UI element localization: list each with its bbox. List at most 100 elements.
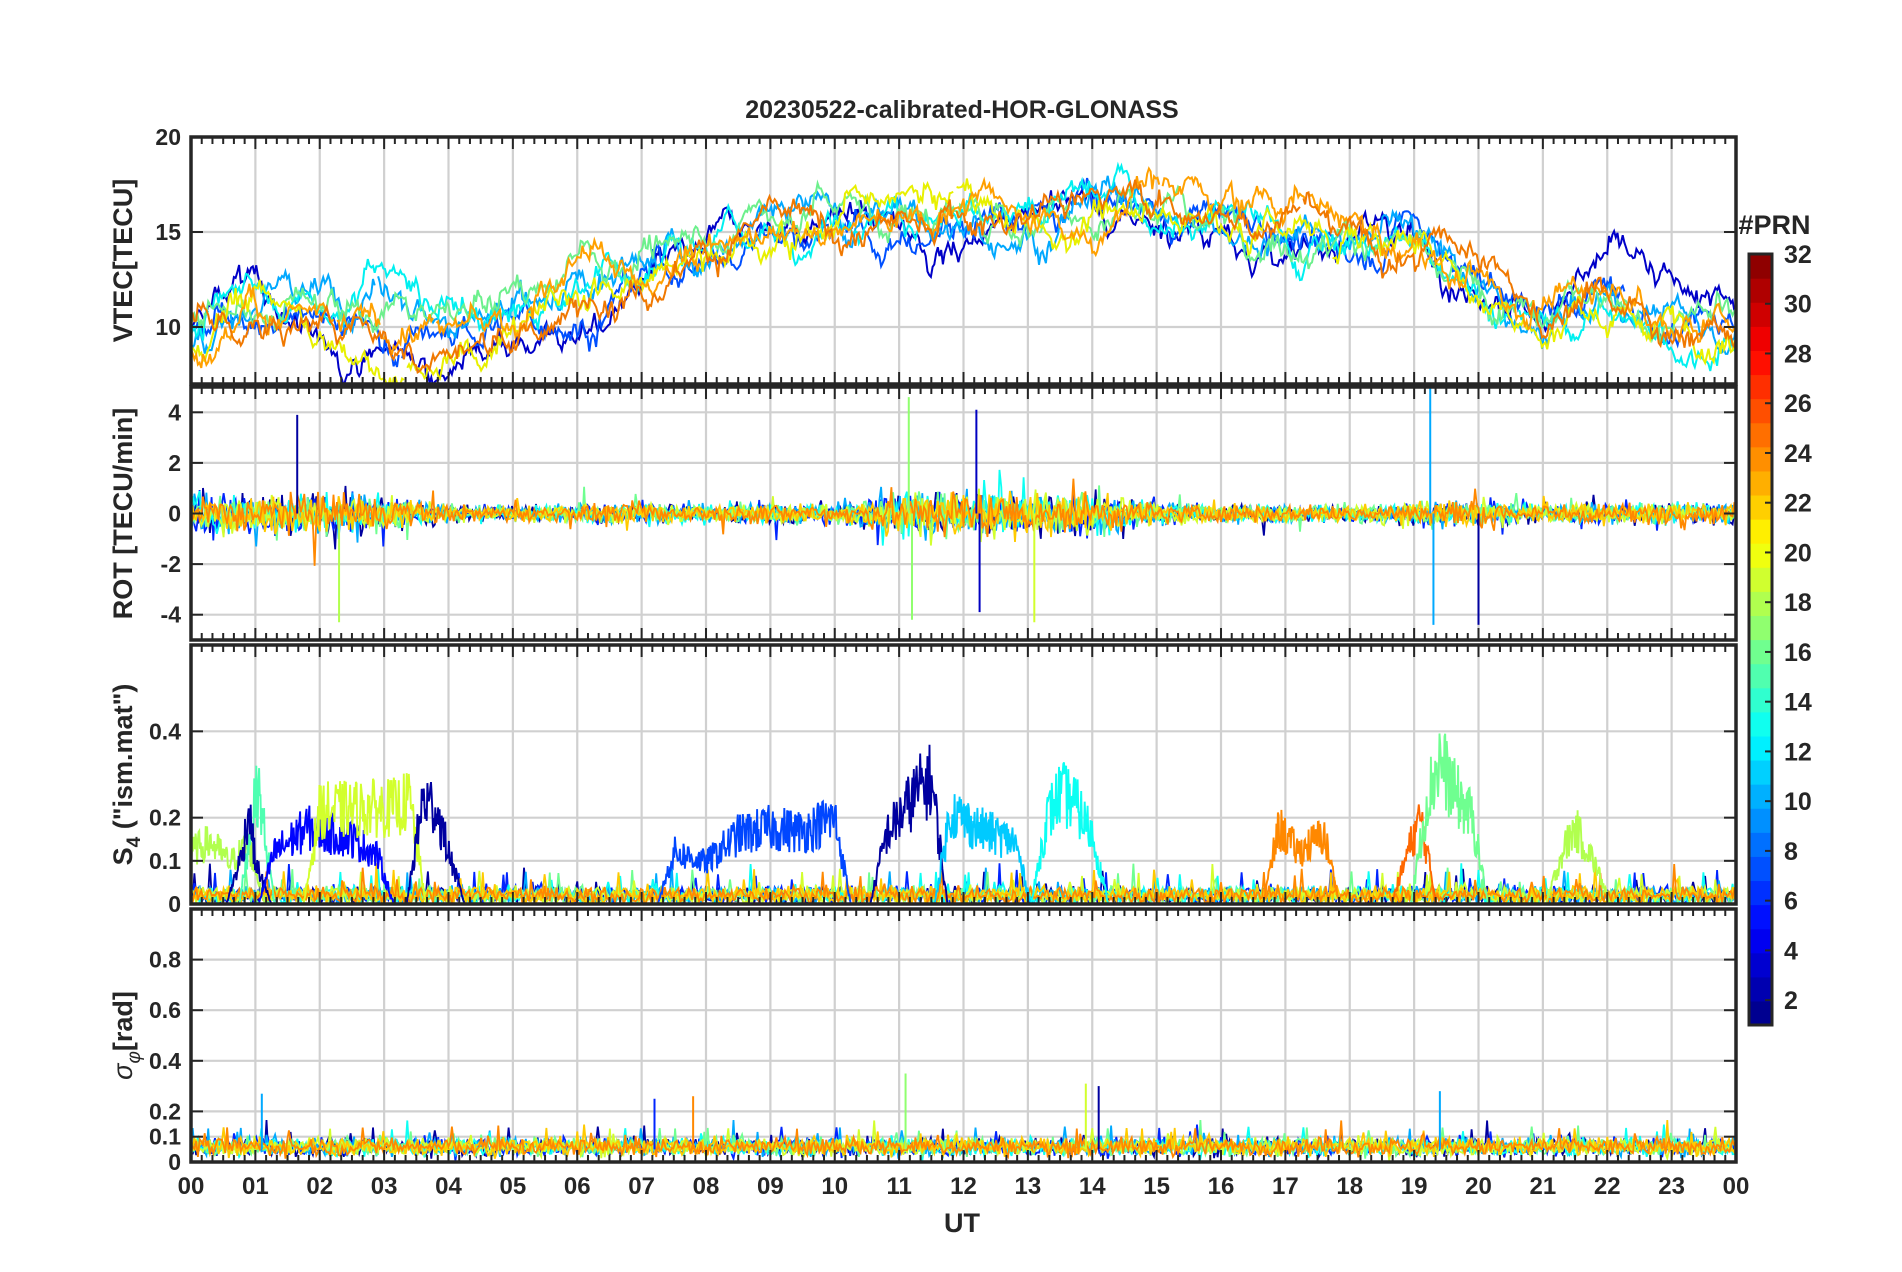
x-tick-label: 03 xyxy=(371,1173,398,1200)
x-tick-label: 18 xyxy=(1336,1173,1363,1200)
colorbar-swatch xyxy=(1749,759,1772,785)
sigma-series-prn-24 xyxy=(191,1120,1736,1160)
vtec-series-prn-22 xyxy=(801,166,1161,258)
x-tick-label: 02 xyxy=(306,1173,333,1200)
colorbar-swatch xyxy=(1749,567,1772,592)
colorbar-swatch xyxy=(1749,1000,1772,1026)
rot-data xyxy=(191,387,1736,625)
x-tick-label: 17 xyxy=(1272,1173,1299,1200)
s4-ylabel: S4 ("ism.mat") xyxy=(108,684,145,866)
y-tick-label: 0.2 xyxy=(149,1098,181,1124)
s4-peak-prn-16 xyxy=(1409,733,1490,904)
y-tick-label: 15 xyxy=(155,219,181,245)
vtec-series-prn-13 xyxy=(1000,161,1387,282)
s4-peak-prn-2 xyxy=(869,744,949,904)
x-tick-label: 07 xyxy=(628,1173,655,1200)
y-tick-label: 0.1 xyxy=(149,1124,181,1150)
x-tick-label: 09 xyxy=(757,1173,784,1200)
panel-s4: 0 0.1 0.2 0.4S4 ("ism.mat") xyxy=(108,643,1738,917)
colorbar-swatch xyxy=(1749,952,1772,978)
y-tick-label: -2 xyxy=(161,551,181,577)
s4-peak-prn-7 xyxy=(656,799,852,904)
x-tick-label: 12 xyxy=(950,1173,977,1200)
colorbar-tick-label: 12 xyxy=(1784,738,1812,766)
x-tick-label: 11 xyxy=(886,1173,911,1200)
colorbar-swatch xyxy=(1749,494,1772,520)
colorbar-swatch xyxy=(1749,278,1772,303)
panel-vtec: 10 15 20 VTEC[TECU] xyxy=(108,124,1738,386)
vtec-series-prn-19 xyxy=(1434,249,1736,366)
vtec-series-prn-24 xyxy=(1302,190,1736,350)
y-tick-label: 20 xyxy=(155,124,181,150)
colorbar-tick-label: 24 xyxy=(1784,440,1812,468)
rot-ticks xyxy=(190,387,1737,640)
x-tick-label: 22 xyxy=(1594,1173,1621,1200)
colorbar-tick-label: 10 xyxy=(1784,788,1812,816)
rot-ylabel: ROT [TECU/min] xyxy=(108,408,138,619)
colorbar-tick-label: 14 xyxy=(1784,689,1812,717)
colorbar-swatch xyxy=(1749,254,1772,279)
x-tick-label: 08 xyxy=(693,1173,720,1200)
x-tick-label: 00 xyxy=(178,1173,205,1200)
vtec-series-prn-19 xyxy=(191,279,405,384)
x-tick-label: 16 xyxy=(1208,1173,1235,1200)
colorbar-tick-label: 16 xyxy=(1784,639,1812,667)
s4-peak-prn-18 xyxy=(191,826,266,904)
colorbar-tick-label: 20 xyxy=(1784,539,1812,567)
y-tick-label: 0.6 xyxy=(149,997,181,1023)
x-tick-label: 20 xyxy=(1465,1173,1492,1200)
vtec-series-prn-24 xyxy=(191,193,955,375)
vtec-series-prn-22 xyxy=(336,302,381,332)
figure-title: 20230522-calibrated-HOR-GLONASS xyxy=(745,96,1178,124)
x-tick-label: 06 xyxy=(564,1173,591,1200)
x-tick-label: 14 xyxy=(1079,1173,1106,1200)
rot-series-prn-24 xyxy=(191,478,1736,566)
x-tick-label: 10 xyxy=(821,1173,848,1200)
s4-peak-prn-18 xyxy=(1545,810,1612,904)
colorbar-tick-label: 6 xyxy=(1784,888,1798,916)
vtec-series-prn-19 xyxy=(956,178,1331,257)
colorbar-swatch xyxy=(1749,856,1772,882)
colorbar-tick-label: 32 xyxy=(1784,241,1812,269)
colorbar-swatch xyxy=(1749,470,1772,496)
y-tick-label: 0 xyxy=(168,501,181,527)
colorbar-tick-label: 4 xyxy=(1784,937,1798,965)
vtec-series-prn-24 xyxy=(955,179,1301,241)
colorbar-swatch xyxy=(1749,928,1772,954)
s4-peak-prn-2 xyxy=(225,804,273,904)
colorbar-swatch xyxy=(1749,519,1772,544)
x-axis-label: UT xyxy=(944,1208,980,1238)
colorbar-swatch xyxy=(1749,808,1772,833)
y-tick-label: 0 xyxy=(168,1149,181,1175)
colorbar-swatch xyxy=(1749,591,1772,617)
colorbar-swatch xyxy=(1749,302,1772,327)
colorbar-tick-label: 18 xyxy=(1784,589,1812,617)
colorbar-tick-label: 8 xyxy=(1784,838,1798,866)
colorbar-swatch xyxy=(1749,350,1772,376)
colorbar-swatch xyxy=(1749,687,1772,713)
x-tick-label: 05 xyxy=(500,1173,527,1200)
x-tick-label: 00 xyxy=(1723,1173,1750,1200)
vtec-series-prn-10 xyxy=(191,267,376,354)
x-axis: 00 01 02 03 04 05 06 07 08 09 10 11 12 13 14 15 16 17 18 19… xyxy=(178,1173,1750,1200)
colorbar-swatch xyxy=(1749,398,1772,424)
s4-peak-prn-24 xyxy=(1261,809,1342,904)
s4-peak-prn-25 xyxy=(1390,804,1438,904)
y-tick-label: 0.2 xyxy=(149,805,181,831)
colorbar-swatch xyxy=(1749,446,1772,472)
x-tick-label: 04 xyxy=(435,1173,462,1200)
colorbar-swatch xyxy=(1749,784,1772,809)
colorbar-tick-label: 28 xyxy=(1784,340,1812,368)
colorbar-frame xyxy=(1747,252,1774,1027)
panel-rot: -4 -2 0 2 4 ROT [TECU/min] xyxy=(108,385,1738,642)
vtec-series-prn-19 xyxy=(406,180,954,381)
vtec-series-prn-22 xyxy=(191,283,335,369)
panel-sigma_phi: 00.10.2 0.4 0.6 0.8σφ[rad] xyxy=(108,907,1738,1175)
vtec-series-prn-22 xyxy=(1216,179,1306,228)
y-tick-label: 0 xyxy=(168,891,181,917)
s4-peak-prn-19 xyxy=(302,773,427,904)
sigma_phi-ticks xyxy=(190,909,1737,1163)
s4-peak-prn-11 xyxy=(933,794,1033,904)
